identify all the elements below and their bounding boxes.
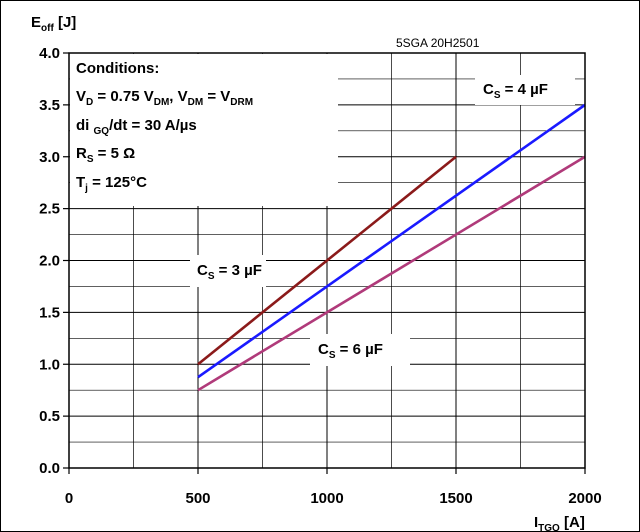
condition-line: RS = 5 Ω [76, 145, 135, 165]
condition-line: Tj = 125°C [76, 174, 147, 194]
series-label: CS = 6 µF [318, 341, 383, 361]
x-tick-label: 0 [65, 490, 73, 507]
series-line [197, 155, 586, 392]
device-code: 5SGA 20H2501 [396, 36, 480, 50]
series-line [197, 103, 586, 379]
series-label-box [475, 75, 575, 105]
series-lines [197, 103, 586, 392]
y-tick-label: 0.5 [39, 408, 60, 425]
x-tick-label: 1000 [310, 490, 343, 507]
y-tick-label: 3.5 [39, 97, 60, 114]
y-tick-label: 0.0 [39, 460, 60, 477]
condition-line: di GQ/dt = 30 A/µs [76, 117, 197, 137]
x-tick-label: 2000 [568, 490, 601, 507]
tick-marks [63, 52, 586, 474]
condition-line: VD = 0.75 VDM, VDM = VDRM [76, 88, 253, 108]
x-tick-label: 1500 [439, 490, 472, 507]
series-label: CS = 3 µF [197, 262, 262, 282]
y-tick-label: 1.5 [39, 304, 60, 321]
y-tick-label: 4.0 [39, 45, 60, 62]
conditions-box [70, 54, 338, 206]
series-label-box [310, 334, 410, 366]
series-label-box [190, 255, 266, 287]
y-tick-label: 1.0 [39, 356, 60, 373]
series-label: CS = 4 µF [483, 81, 548, 101]
y-tick-label: 2.5 [39, 201, 60, 218]
series-line [197, 155, 457, 366]
y-tick-label: 2.0 [39, 253, 60, 270]
annotations: Conditions: VD = 0.75 VDM, VDM = VDRM di G… [70, 54, 575, 366]
y-axis-label: Eoff [J] [31, 14, 76, 34]
x-tick-label: 500 [185, 490, 210, 507]
conditions-title: Conditions: [76, 60, 159, 77]
tick-labels: 0 500 1000 1500 2000 0.0 0.5 1.0 1.5 2.0 2.5 3.0 3.5… [31, 14, 602, 532]
x-axis-label: ITGQ [A] [534, 514, 585, 532]
y-tick-label: 3.0 [39, 149, 60, 166]
